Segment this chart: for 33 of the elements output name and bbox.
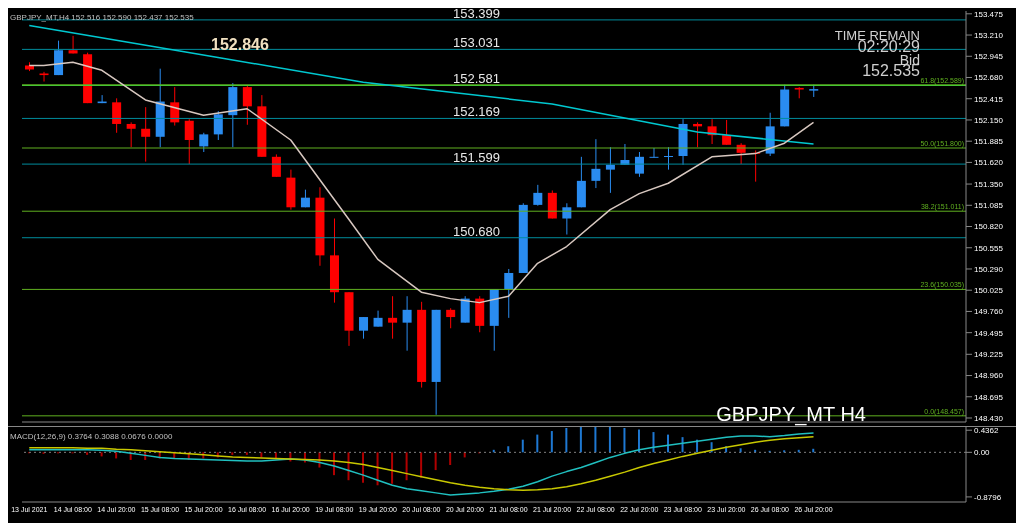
y-tick-label: 151.885	[974, 137, 1004, 147]
y-tick-label: 151.085	[974, 201, 1004, 211]
y-tick-label: -0.8796	[974, 492, 1002, 502]
annotation: 152.846	[211, 36, 269, 53]
y-tick-label: 149.225	[974, 350, 1004, 360]
ref-line-label: 152.581	[453, 71, 500, 87]
y-tick-label: 148.695	[974, 392, 1004, 402]
chart-title: GBPJPY_MT,H4 152.516 152.590 152.437 152.535	[10, 13, 194, 22]
y-tick-label: 150.025	[974, 286, 1004, 296]
y-tick-label: 148.960	[974, 371, 1004, 381]
y-tick-label: 149.760	[974, 307, 1004, 317]
y-tick-label: 151.350	[974, 179, 1004, 189]
y-tick-label: 153.210	[974, 30, 1004, 40]
y-tick-label: 150.820	[974, 222, 1004, 232]
ref-line-label: 152.169	[453, 104, 500, 120]
y-tick-label: 149.495	[974, 328, 1004, 338]
y-tick-label: 150.290	[974, 264, 1004, 274]
annotation: GBPJPY_MT H4	[716, 403, 866, 425]
y-tick-label: 152.680	[974, 73, 1004, 83]
y-tick-label: 148.430	[974, 413, 1004, 423]
y-tick-label: 152.150	[974, 115, 1004, 125]
ref-line-label: 153.031	[453, 35, 500, 51]
y-tick-label: 151.620	[974, 158, 1004, 168]
ref-line-label: 150.680	[453, 223, 500, 239]
y-tick-label: 150.555	[974, 243, 1004, 253]
y-tick-label: 0.4362	[974, 426, 1000, 436]
y-tick-label: 153.475	[974, 9, 1004, 19]
y-tick-label: 0.00	[974, 448, 991, 458]
y-tick-label: 152.415	[974, 94, 1004, 104]
text: MACD(12,26,9) 0.3764 0.3088 0.0676 0.0000	[10, 432, 173, 441]
y-tick-label: 152.945	[974, 52, 1004, 62]
ref-line-label: 153.399	[453, 5, 500, 21]
ref-line-label: 151.599	[453, 150, 500, 166]
